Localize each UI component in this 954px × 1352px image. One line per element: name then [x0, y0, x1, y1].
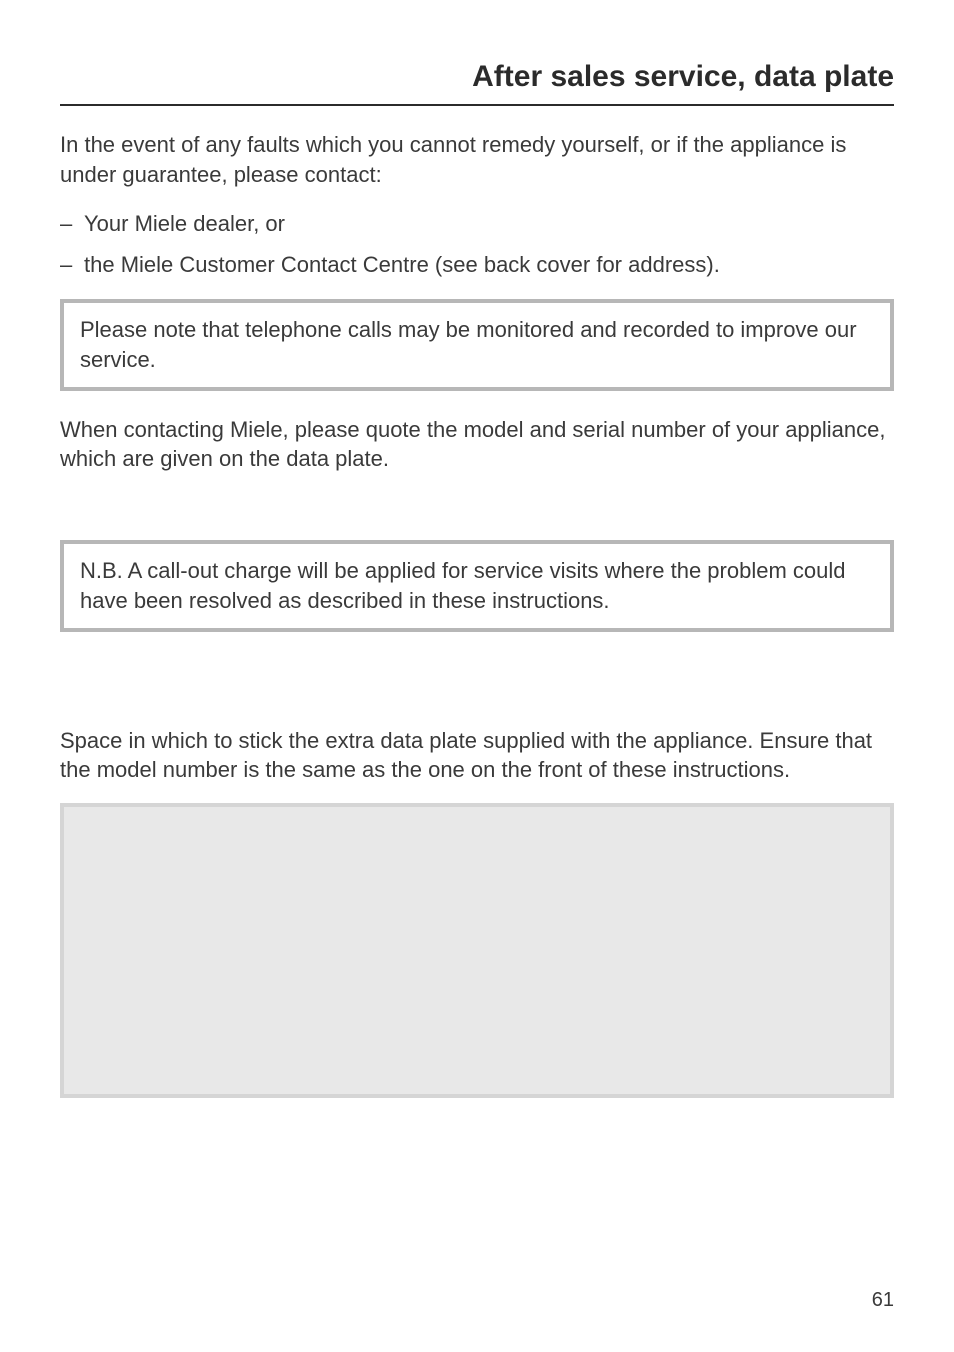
model-serial-paragraph: When contacting Miele, please quote the …: [60, 415, 894, 474]
spacer: [60, 656, 894, 726]
callout-text: N.B. A call-out charge will be applied f…: [80, 556, 874, 615]
page: After sales service, data plate In the e…: [0, 0, 954, 1352]
contact-list: – Your Miele dealer, or – the Miele Cust…: [60, 207, 894, 281]
spacer: [60, 492, 894, 532]
intro-paragraph: In the event of any faults which you can…: [60, 130, 894, 189]
callout-text: Please note that telephone calls may be …: [80, 315, 874, 374]
list-item: – Your Miele dealer, or: [60, 207, 894, 240]
list-item-text: Your Miele dealer, or: [84, 207, 285, 240]
callout-box-telephone: Please note that telephone calls may be …: [60, 299, 894, 390]
dash-icon: –: [60, 207, 84, 240]
dash-icon: –: [60, 248, 84, 281]
page-title: After sales service, data plate: [472, 60, 894, 93]
list-item: – the Miele Customer Contact Centre (see…: [60, 248, 894, 281]
dataplate-paragraph: Space in which to stick the extra data p…: [60, 726, 894, 785]
dataplate-sticker-area: [60, 803, 894, 1098]
page-number: 61: [872, 1289, 894, 1312]
title-block: After sales service, data plate: [60, 60, 894, 106]
list-item-text: the Miele Customer Contact Centre (see b…: [84, 248, 720, 281]
callout-box-charge: N.B. A call-out charge will be applied f…: [60, 540, 894, 631]
